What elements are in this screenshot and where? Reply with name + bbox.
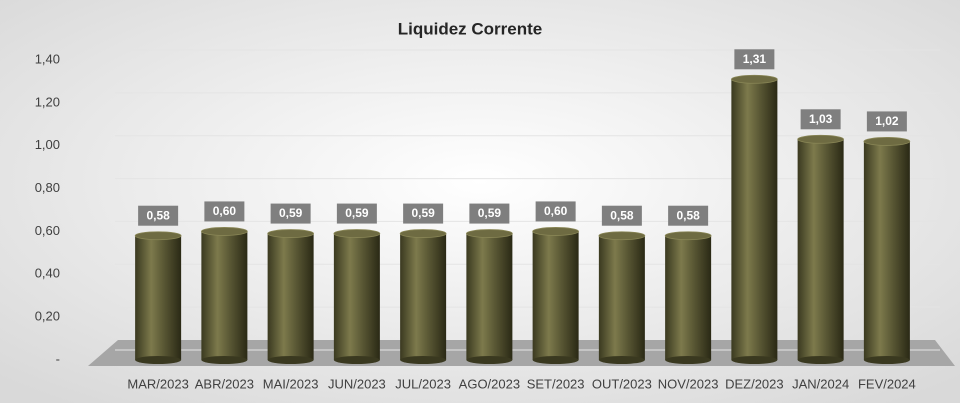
- bar: [333, 233, 380, 360]
- bar: [665, 235, 712, 360]
- value-label: 0,60: [213, 204, 237, 218]
- bar: [267, 233, 314, 360]
- value-label-box: [403, 203, 444, 224]
- value-label: 0,59: [478, 206, 502, 220]
- bar: [135, 235, 182, 360]
- value-label: 0,59: [345, 206, 369, 220]
- bar: [201, 231, 248, 360]
- bar-cap: [134, 231, 182, 241]
- x-tick-label: FEV/2024: [858, 376, 916, 391]
- x-tick-label: NOV/2023: [658, 376, 719, 391]
- value-label: 1,31: [743, 52, 767, 66]
- bar-cap: [267, 229, 315, 238]
- value-label-box: [668, 205, 709, 226]
- bar-base: [267, 356, 314, 364]
- bar-base: [532, 356, 579, 364]
- x-tick-label: AGO/2023: [459, 376, 520, 391]
- value-label: 1,03: [809, 112, 833, 126]
- bar: [797, 139, 844, 360]
- y-tick-label: 0,40: [35, 266, 60, 281]
- x-tick-label: JUN/2023: [328, 376, 386, 391]
- x-tick-label: JUL/2023: [395, 376, 451, 391]
- x-tick-label: SET/2023: [527, 376, 585, 391]
- y-tick-label: 1,20: [35, 94, 60, 109]
- bar-cap: [863, 137, 911, 146]
- bar-base: [135, 356, 182, 364]
- bar: [400, 233, 447, 360]
- bar: [532, 231, 579, 360]
- bar-cap: [730, 74, 778, 84]
- value-label-box: [734, 49, 775, 70]
- bar-base: [731, 356, 778, 364]
- bar-base: [466, 356, 513, 364]
- x-tick-label: MAI/2023: [263, 376, 319, 391]
- x-tick-label: DEZ/2023: [725, 376, 784, 391]
- x-tick-label: JAN/2024: [792, 376, 849, 391]
- bar: [598, 235, 645, 360]
- value-label-box: [601, 205, 642, 226]
- value-label: 0,59: [279, 206, 303, 220]
- value-label-box: [535, 201, 576, 222]
- value-label-box: [800, 109, 841, 130]
- bar-cap: [200, 227, 248, 236]
- bar: [731, 79, 778, 361]
- value-label-box: [204, 201, 245, 222]
- bar-cap: [399, 229, 447, 238]
- bar: [863, 141, 910, 360]
- value-label: 0,58: [610, 208, 634, 222]
- bar-cap: [465, 229, 513, 238]
- value-label: 0,58: [146, 208, 170, 222]
- bar-base: [665, 356, 712, 364]
- value-label-box: [270, 203, 311, 224]
- y-tick-label: -: [56, 351, 60, 366]
- value-label: 0,59: [411, 206, 435, 220]
- value-label: 1,02: [875, 114, 899, 128]
- x-tick-label: OUT/2023: [592, 376, 652, 391]
- bar: [466, 233, 513, 360]
- bar-cap: [598, 231, 646, 241]
- bar-cap: [532, 227, 580, 236]
- y-tick-label: 1,40: [35, 51, 60, 66]
- chart-title: Liquidez Corrente: [398, 19, 543, 38]
- bar-base: [797, 356, 844, 364]
- bar-base: [333, 356, 380, 364]
- bar-base: [201, 356, 248, 364]
- bar-base: [400, 356, 447, 364]
- value-label: 0,58: [676, 208, 700, 222]
- bar-cap: [797, 134, 845, 144]
- bar-cap: [664, 231, 712, 241]
- value-label-box: [469, 203, 510, 224]
- value-label-box: [866, 111, 907, 132]
- x-tick-label: ABR/2023: [195, 376, 254, 391]
- value-label-box: [336, 203, 377, 224]
- y-tick-label: 0,80: [35, 180, 60, 195]
- bar-base: [598, 356, 645, 364]
- value-label: 0,60: [544, 204, 568, 218]
- bar-cap: [333, 229, 381, 238]
- y-tick-label: 1,00: [35, 137, 60, 152]
- bar-base: [863, 356, 910, 364]
- value-label-box: [138, 205, 179, 226]
- y-tick-label: 0,20: [35, 309, 60, 324]
- x-tick-label: MAR/2023: [127, 376, 188, 391]
- y-tick-label: 0,60: [35, 223, 60, 238]
